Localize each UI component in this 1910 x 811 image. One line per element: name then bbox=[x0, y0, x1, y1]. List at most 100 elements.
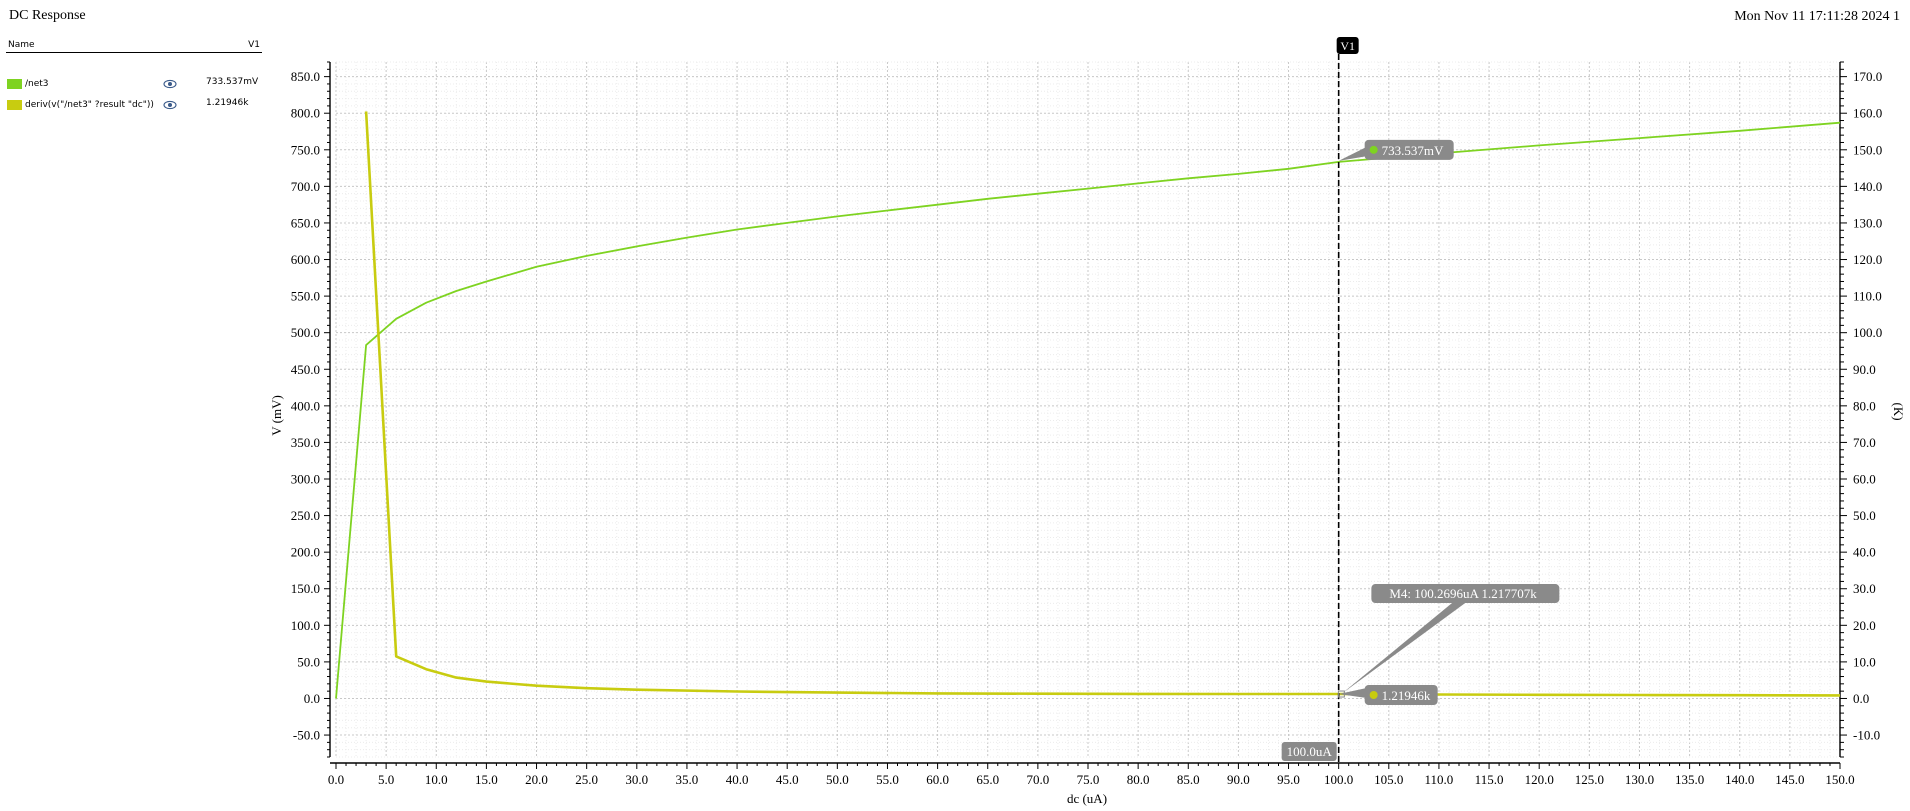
y2-tick-label: 100.0 bbox=[1853, 325, 1882, 340]
y2-tick-label: 140.0 bbox=[1853, 179, 1882, 194]
legend-item-name: /net3 bbox=[25, 79, 49, 89]
y2-tick-label: 50.0 bbox=[1853, 508, 1876, 523]
legend-item-value: 733.537mV bbox=[206, 77, 259, 87]
y-tick-label: 750.0 bbox=[291, 142, 320, 157]
x-tick-label: 65.0 bbox=[976, 772, 999, 787]
x-tick-label: 90.0 bbox=[1227, 772, 1250, 787]
legend-item-deriv[interactable]: deriv(v("/net3" ?result "dc")) 1.21946k bbox=[6, 98, 262, 119]
y2-tick-label: 150.0 bbox=[1853, 142, 1882, 157]
y-tick-label: 0.0 bbox=[304, 691, 320, 706]
x-tick-label: 150.0 bbox=[1825, 772, 1854, 787]
y2-tick-label: 90.0 bbox=[1853, 362, 1876, 377]
y-tick-label: 850.0 bbox=[291, 69, 320, 84]
x-tick-label: 20.0 bbox=[525, 772, 548, 787]
annotation-pointer bbox=[1338, 688, 1367, 699]
marker-label-box bbox=[1336, 37, 1359, 54]
x-tick-label: 110.0 bbox=[1425, 772, 1454, 787]
y2-tick-label: 110.0 bbox=[1853, 289, 1882, 304]
legend-swatch bbox=[7, 79, 22, 89]
y2-tick-label: 20.0 bbox=[1853, 618, 1876, 633]
legend-swatch bbox=[7, 100, 22, 110]
y2-tick-label: 120.0 bbox=[1853, 252, 1882, 267]
annotation-value-deriv: 1.21946k bbox=[1382, 688, 1431, 703]
y-tick-label: 600.0 bbox=[291, 252, 320, 267]
y-tick-label: 500.0 bbox=[291, 325, 320, 340]
y-tick-label: 400.0 bbox=[291, 398, 320, 413]
y-ticks-right: -10.0 0.0 10.0 20.0 30.0 40.0 50.0 60.0 70.0 80.0… bbox=[1840, 61, 1882, 758]
legend-header-name: Name bbox=[8, 40, 35, 50]
marker-x-label: 100.0uA bbox=[1287, 744, 1333, 759]
annotation-box bbox=[1371, 584, 1560, 604]
marker-label: V1 bbox=[1340, 39, 1355, 53]
marker-x-label-box bbox=[1281, 742, 1337, 761]
marker-point bbox=[1337, 690, 1345, 698]
legend-item-net3[interactable]: /net3 733.537mV bbox=[6, 77, 262, 98]
legend-panel: Name V1 /net3 733.537mV deriv(v("/net3" … bbox=[6, 40, 262, 119]
y2-tick-label: 160.0 bbox=[1853, 106, 1882, 121]
y-tick-label: 450.0 bbox=[291, 362, 320, 377]
x-tick-label: 140.0 bbox=[1725, 772, 1754, 787]
x-tick-label: 145.0 bbox=[1775, 772, 1804, 787]
x-tick-label: 60.0 bbox=[926, 772, 949, 787]
eye-icon[interactable] bbox=[163, 99, 177, 111]
y-tick-label: 200.0 bbox=[291, 545, 320, 560]
y-tick-label: 550.0 bbox=[291, 289, 320, 304]
annotation-box bbox=[1364, 685, 1438, 706]
y-tick-label: 150.0 bbox=[291, 581, 320, 596]
x-tick-label: 85.0 bbox=[1177, 772, 1200, 787]
x-tick-label: 35.0 bbox=[676, 772, 699, 787]
y2-tick-label: 40.0 bbox=[1853, 545, 1876, 560]
window-title: DC Response bbox=[9, 8, 86, 23]
legend-header-value: V1 bbox=[248, 40, 260, 50]
x-tick-label: 135.0 bbox=[1675, 772, 1704, 787]
eye-icon[interactable] bbox=[163, 78, 177, 90]
y2-tick-label: 30.0 bbox=[1853, 581, 1876, 596]
y-tick-label: 350.0 bbox=[291, 435, 320, 450]
x-tick-label: 100.0 bbox=[1324, 772, 1353, 787]
x-tick-label: 0.0 bbox=[328, 772, 344, 787]
series-line-deriv bbox=[364, 111, 1841, 697]
x-tick-label: 70.0 bbox=[1026, 772, 1049, 787]
y-tick-label: 250.0 bbox=[291, 508, 320, 523]
y2-tick-label: 130.0 bbox=[1853, 215, 1882, 230]
x-tick-label: 40.0 bbox=[726, 772, 749, 787]
y2-tick-label: 60.0 bbox=[1853, 472, 1876, 487]
y-tick-label: 100.0 bbox=[291, 618, 320, 633]
x-tick-label: 55.0 bbox=[876, 772, 899, 787]
x-tick-label: 30.0 bbox=[625, 772, 648, 787]
legend-item-name: deriv(v("/net3" ?result "dc")) bbox=[25, 100, 154, 110]
legend-item-value: 1.21946k bbox=[206, 98, 249, 108]
x-tick-label: 115.0 bbox=[1475, 772, 1504, 787]
y2-tick-label: 70.0 bbox=[1853, 435, 1876, 450]
x-tick-label: 125.0 bbox=[1575, 772, 1604, 787]
annotation-dot bbox=[1369, 145, 1378, 154]
x-ticks: 0.0 5.0 10.0 15.0 20.0 25.0 30.0 35.0 40.0 45.0 50… bbox=[328, 763, 1855, 787]
y-tick-label: 50.0 bbox=[297, 654, 320, 669]
annotation-marker-m4: M4: 100.2696uA 1.217707k bbox=[1389, 586, 1537, 601]
timestamp: Mon Nov 11 17:11:28 2024 1 bbox=[1734, 9, 1900, 24]
x-tick-label: 45.0 bbox=[776, 772, 799, 787]
x-tick-label: 80.0 bbox=[1127, 772, 1150, 787]
y2-axis-label: (K) bbox=[1891, 402, 1906, 420]
x-tick-label: 10.0 bbox=[425, 772, 448, 787]
y-tick-label: 650.0 bbox=[291, 215, 320, 230]
x-tick-label: 105.0 bbox=[1374, 772, 1403, 787]
x-tick-label: 95.0 bbox=[1277, 772, 1300, 787]
y-tick-label: 800.0 bbox=[291, 106, 320, 121]
x-tick-label: 75.0 bbox=[1077, 772, 1100, 787]
x-axis-label: dc (uA) bbox=[1067, 791, 1107, 806]
y2-tick-label: 80.0 bbox=[1853, 398, 1876, 413]
x-tick-label: 15.0 bbox=[475, 772, 498, 787]
y2-tick-label: 0.0 bbox=[1853, 691, 1869, 706]
y-tick-label: -50.0 bbox=[293, 728, 320, 743]
y2-tick-label: -10.0 bbox=[1853, 728, 1880, 743]
legend-header: Name V1 bbox=[6, 40, 262, 53]
x-tick-label: 5.0 bbox=[378, 772, 394, 787]
x-tick-label: 25.0 bbox=[575, 772, 598, 787]
y-tick-label: 700.0 bbox=[291, 179, 320, 194]
annotation-box bbox=[1364, 139, 1454, 160]
x-tick-label: 130.0 bbox=[1625, 772, 1654, 787]
annotation-pointer bbox=[1338, 145, 1369, 161]
annotation-dot bbox=[1369, 691, 1378, 700]
